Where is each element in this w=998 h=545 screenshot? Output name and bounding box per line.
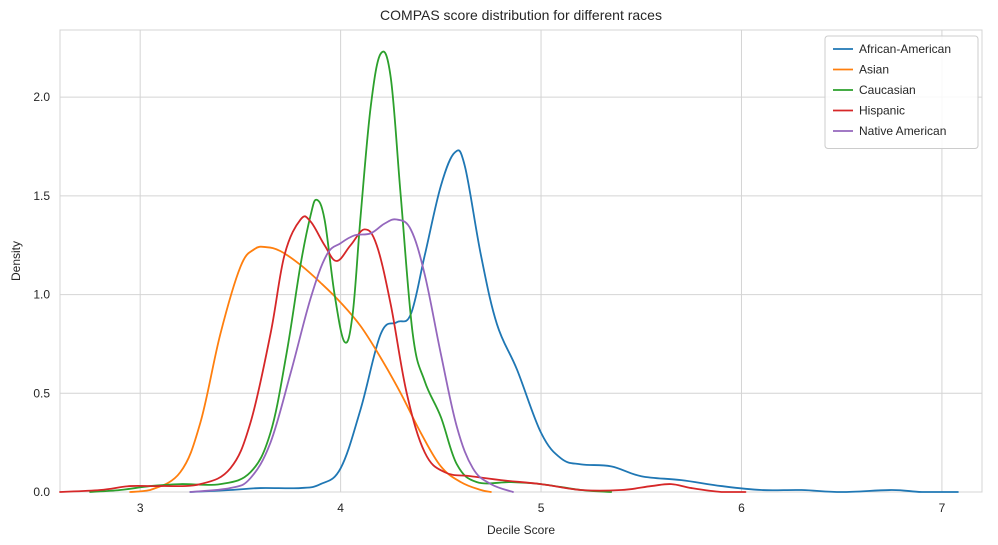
x-tick-label: 5 xyxy=(538,501,545,515)
series-line-african-american xyxy=(189,149,959,493)
x-tick-label: 4 xyxy=(337,501,344,515)
legend: African-American Asian Caucasian Hispanic Na… xyxy=(824,35,979,149)
y-tick-label: 0.0 xyxy=(33,485,50,499)
legend-label-asian: Asian xyxy=(859,63,889,77)
series-layer xyxy=(59,50,959,493)
x-axis-label: Decile Score xyxy=(487,523,555,537)
legend-label-native-american: Native American xyxy=(859,124,946,138)
series-line-hispanic xyxy=(59,215,747,493)
legend-label-hispanic: Hispanic xyxy=(859,104,905,118)
legend-label-caucasian: Caucasian xyxy=(859,83,916,97)
x-tick-label: 7 xyxy=(939,501,946,515)
series-line-native-american xyxy=(189,218,514,493)
legend-label-african-american: African-American xyxy=(859,42,951,56)
y-tick-label: 2.0 xyxy=(33,90,50,104)
x-tick-label: 6 xyxy=(738,501,745,515)
y-tick-label: 1.0 xyxy=(33,288,50,302)
series-line-asian xyxy=(129,245,492,493)
y-tick-label: 0.5 xyxy=(33,386,50,400)
legend-box xyxy=(824,35,979,149)
x-tick-label: 3 xyxy=(137,501,144,515)
y-tick-label: 1.5 xyxy=(33,189,50,203)
y-axis-label: Density xyxy=(9,241,23,281)
series-line-caucasian xyxy=(89,50,613,493)
tick-labels: 3 4 5 6 7 0.0 0.5 1.0 1.5 2.0 xyxy=(33,90,945,515)
chart-title: COMPAS score distribution for different … xyxy=(380,7,662,23)
